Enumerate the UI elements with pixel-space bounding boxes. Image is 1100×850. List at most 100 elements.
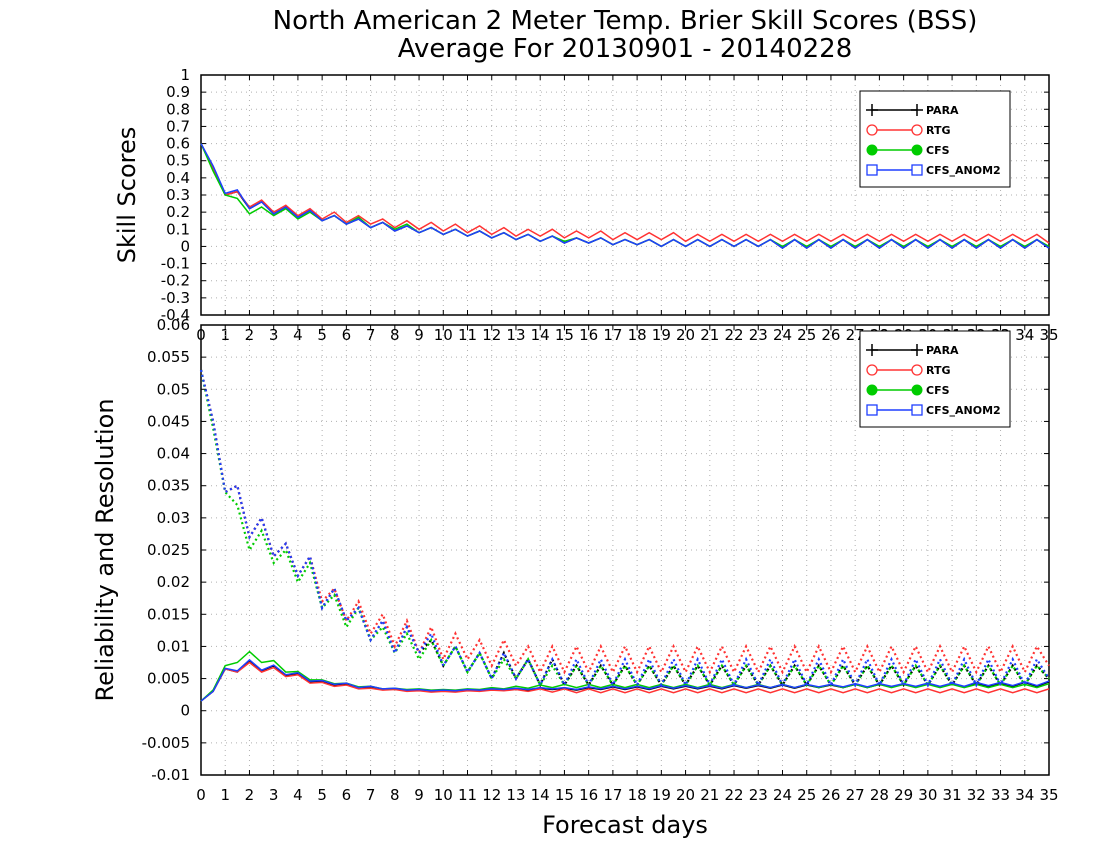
x-tick-label: 15 bbox=[555, 786, 574, 804]
y-tick-label: 0.03 bbox=[157, 509, 190, 527]
y-tick-label: 0.4 bbox=[166, 169, 190, 187]
x-tick-label: 23 bbox=[749, 786, 768, 804]
y-axis-label: Reliability and Resolution bbox=[91, 398, 119, 701]
series-line-cfs_anom2 bbox=[200, 143, 1050, 250]
legend-marker bbox=[866, 404, 878, 416]
x-tick-label: 34 bbox=[1015, 786, 1034, 804]
y-tick-label: 0.01 bbox=[157, 637, 190, 655]
y-tick-label: -0.1 bbox=[161, 255, 190, 273]
y-tick-label: 0.045 bbox=[147, 412, 190, 430]
legend-marker bbox=[911, 164, 923, 176]
chart-panel-2: 0.060.0550.050.0450.040.0350.030.0250.02… bbox=[91, 316, 1059, 839]
series-line-cfs-dotted bbox=[199, 369, 1050, 688]
legend-label: RTG bbox=[926, 124, 951, 137]
x-tick-label: 33 bbox=[991, 786, 1010, 804]
legend-box bbox=[859, 90, 1011, 188]
x-tick-label: 18 bbox=[628, 786, 647, 804]
y-tick-label: 1 bbox=[180, 66, 190, 84]
y-tick-label: 0.05 bbox=[157, 380, 190, 398]
x-tick-label: 4 bbox=[293, 786, 303, 804]
plot-frame bbox=[200, 74, 1050, 316]
legend-label: PARA bbox=[926, 104, 959, 117]
series-line-rtg bbox=[200, 143, 1050, 244]
series-line-cfs_anom2-dotted bbox=[199, 369, 1050, 688]
x-tick-label: 12 bbox=[482, 786, 501, 804]
x-tick-label: 28 bbox=[870, 786, 889, 804]
legend-marker bbox=[911, 384, 923, 396]
y-tick-label: -0.3 bbox=[161, 289, 190, 307]
y-tick-label: 0 bbox=[180, 702, 190, 720]
y-tick-label: -0.01 bbox=[151, 766, 190, 784]
chart-panel-1: 10.90.80.70.60.50.40.30.20.10-0.1-0.2-0.… bbox=[113, 66, 1059, 344]
y-tick-label: 0.9 bbox=[166, 83, 190, 101]
y-tick-label: -0.005 bbox=[142, 734, 190, 752]
x-tick-label: 25 bbox=[797, 786, 816, 804]
x-tick-label: 0 bbox=[196, 786, 206, 804]
x-tick-label: 20 bbox=[676, 786, 695, 804]
legend-label: PARA bbox=[926, 344, 959, 357]
legend-marker bbox=[911, 404, 923, 416]
y-tick-label: -0.4 bbox=[161, 306, 190, 324]
x-tick-label: 19 bbox=[652, 786, 671, 804]
x-tick-label: 3 bbox=[269, 786, 279, 804]
legend-label: CFS_ANOM2 bbox=[926, 404, 1001, 417]
plot-frame bbox=[200, 324, 1050, 776]
x-tick-label: 11 bbox=[458, 786, 477, 804]
x-tick-label: 31 bbox=[943, 786, 962, 804]
series-line-cfs_anom2 bbox=[200, 658, 1050, 702]
x-tick-label: 16 bbox=[579, 786, 598, 804]
y-tick-label: 0.7 bbox=[166, 117, 190, 135]
y-tick-label: -0.2 bbox=[161, 272, 190, 290]
x-tick-label: 21 bbox=[700, 786, 719, 804]
legend-label: CFS_ANOM2 bbox=[926, 164, 1001, 177]
x-tick-label: 14 bbox=[531, 786, 550, 804]
x-tick-label: 17 bbox=[603, 786, 622, 804]
legend-marker bbox=[911, 364, 923, 376]
legend-label: CFS bbox=[926, 144, 950, 157]
x-tick-label: 1 bbox=[220, 786, 230, 804]
legend-marker bbox=[911, 144, 923, 156]
x-tick-label: 27 bbox=[846, 786, 865, 804]
y-tick-label: 0.6 bbox=[166, 135, 190, 153]
legend-label: CFS bbox=[926, 384, 950, 397]
x-tick-label: 2 bbox=[245, 786, 255, 804]
x-tick-label: 32 bbox=[967, 786, 986, 804]
y-tick-label: 0.025 bbox=[147, 541, 190, 559]
y-tick-label: 0.055 bbox=[147, 348, 190, 366]
legend-marker bbox=[866, 144, 878, 156]
y-tick-label: 0.015 bbox=[147, 605, 190, 623]
x-tick-label: 22 bbox=[724, 786, 743, 804]
series-line-rtg bbox=[200, 661, 1050, 702]
legend-label: RTG bbox=[926, 364, 951, 377]
y-tick-label: 0.1 bbox=[166, 220, 190, 238]
x-tick-label: 26 bbox=[821, 786, 840, 804]
legend-marker bbox=[866, 384, 878, 396]
legend: PARA RTG CFS CFS_ANOM2 bbox=[859, 90, 1011, 188]
y-tick-label: 0 bbox=[180, 237, 190, 255]
x-tick-label: 29 bbox=[894, 786, 913, 804]
legend-marker bbox=[911, 124, 923, 136]
y-tick-label: 0.06 bbox=[157, 316, 190, 334]
legend-box bbox=[859, 330, 1011, 428]
x-axis-label: Forecast days bbox=[542, 811, 708, 839]
chart-title-line-2: Average For 20130901 - 20140228 bbox=[398, 34, 853, 64]
y-axis-label: Skill Scores bbox=[113, 127, 141, 264]
y-tick-label: 0.005 bbox=[147, 670, 190, 688]
y-tick-label: 0.04 bbox=[157, 445, 190, 463]
x-tick-label: 6 bbox=[342, 786, 352, 804]
x-tick-label: 9 bbox=[414, 786, 424, 804]
y-tick-label: 0.8 bbox=[166, 100, 190, 118]
chart-panels: 10.90.80.70.60.50.40.30.20.10-0.1-0.2-0.… bbox=[91, 66, 1059, 839]
x-tick-label: 5 bbox=[317, 786, 327, 804]
y-tick-label: 0.035 bbox=[147, 477, 190, 495]
x-tick-label: 7 bbox=[366, 786, 376, 804]
legend-marker bbox=[866, 364, 878, 376]
legend: PARA RTG CFS CFS_ANOM2 bbox=[859, 330, 1011, 428]
legend-marker bbox=[866, 124, 878, 136]
y-tick-label: 0.5 bbox=[166, 152, 190, 170]
chart-title-line-1: North American 2 Meter Temp. Brier Skill… bbox=[273, 6, 978, 36]
y-tick-label: 0.02 bbox=[157, 573, 190, 591]
y-tick-label: 0.3 bbox=[166, 186, 190, 204]
x-tick-label: 30 bbox=[918, 786, 937, 804]
